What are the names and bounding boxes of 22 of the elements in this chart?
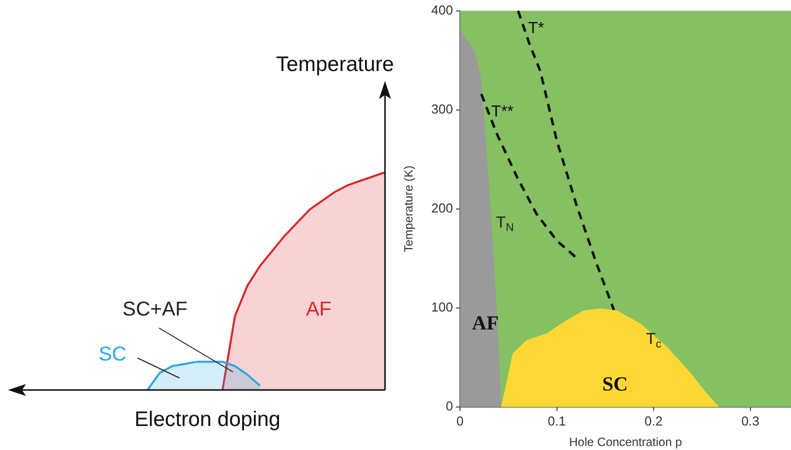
y-tick-label: 300	[431, 101, 453, 116]
y-tick-label: 400	[431, 2, 453, 18]
x-axis-title: Electron doping	[134, 408, 280, 431]
line-series	[480, 92, 578, 260]
series-label: SC	[98, 344, 126, 366]
series-label: T*	[528, 20, 544, 38]
y-tick-label: 100	[431, 300, 453, 315]
series-label: AF	[472, 312, 499, 334]
line-series	[516, 10, 616, 312]
series-label: T**	[491, 103, 514, 120]
x-axis-title: Hole Concentration p	[569, 435, 682, 450]
x-tick-label: 0.3	[741, 413, 760, 428]
annotation: SC+AF	[122, 298, 188, 321]
y-axis-title: Temperature	[276, 52, 394, 76]
y-tick-label: 200	[431, 200, 453, 216]
x-tick-label: 0.2	[644, 413, 663, 428]
y-tick-label: 0	[446, 398, 453, 414]
series-label: SC	[602, 374, 628, 396]
series-label: AF	[306, 298, 332, 321]
y-axis-title: Temperature (K)	[402, 166, 416, 252]
x-tick-label: 0	[456, 413, 464, 428]
x-tick-label: 0.1	[548, 413, 566, 428]
